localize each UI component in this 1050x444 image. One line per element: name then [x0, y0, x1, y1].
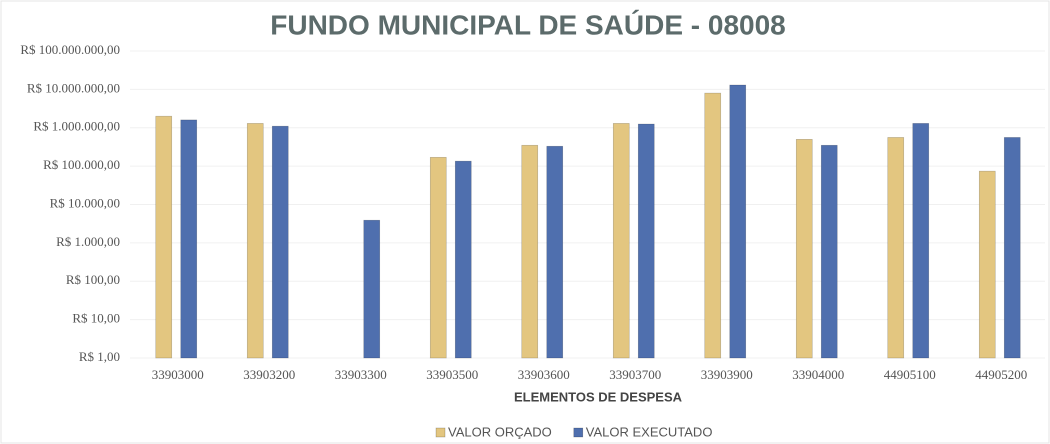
bar — [1003, 137, 1021, 359]
x-tick-label: 33903700 — [609, 367, 661, 382]
x-tick-label: 33903000 — [152, 367, 204, 382]
legend-swatch — [435, 427, 446, 438]
bar — [546, 145, 564, 359]
bar — [795, 139, 813, 359]
legend-swatch — [573, 427, 584, 438]
bar — [180, 119, 198, 359]
bar — [246, 123, 264, 359]
x-tick-label: 44905100 — [884, 367, 936, 382]
y-tick-label: R$ 10.000,00 — [50, 195, 120, 210]
x-tick-label: 44905200 — [975, 367, 1027, 382]
bar — [454, 160, 472, 359]
bar — [912, 123, 930, 359]
x-tick-label: 33903200 — [243, 367, 295, 382]
y-tick-label: R$ 100.000.000,00 — [20, 42, 120, 57]
bar — [637, 123, 655, 359]
bar — [704, 92, 722, 359]
chart-title: FUNDO MUNICIPAL DE SAÚDE - 08008 — [270, 9, 786, 40]
bar — [612, 123, 630, 359]
bar — [521, 144, 539, 359]
bar — [729, 84, 747, 359]
x-tick-label: 33903500 — [426, 367, 478, 382]
x-tick-label: 33903900 — [701, 367, 753, 382]
legend-label: VALOR ORÇADO — [448, 424, 552, 439]
x-axis-label: ELEMENTOS DE DESPESA — [514, 389, 683, 404]
bar — [978, 170, 996, 359]
y-tick-label: R$ 10.000.000,00 — [27, 80, 120, 95]
y-tick-label: R$ 10,00 — [72, 311, 120, 326]
legend-label: VALOR EXECUTADO — [586, 424, 713, 439]
x-tick-label: 33904000 — [792, 367, 844, 382]
bar — [887, 137, 905, 359]
y-tick-label: R$ 100,00 — [66, 272, 120, 287]
bar — [271, 125, 289, 359]
y-tick-label: R$ 1.000.000,00 — [33, 119, 120, 134]
bar — [429, 156, 447, 359]
x-tick-label: 33903600 — [518, 367, 570, 382]
bar — [155, 115, 173, 359]
bar — [363, 219, 381, 359]
y-tick-label: R$ 1,00 — [79, 349, 120, 364]
y-tick-label: R$ 100.000,00 — [43, 157, 120, 172]
y-tick-label: R$ 1.000,00 — [56, 234, 120, 249]
bar — [820, 144, 838, 359]
x-tick-label: 33903300 — [335, 367, 387, 382]
